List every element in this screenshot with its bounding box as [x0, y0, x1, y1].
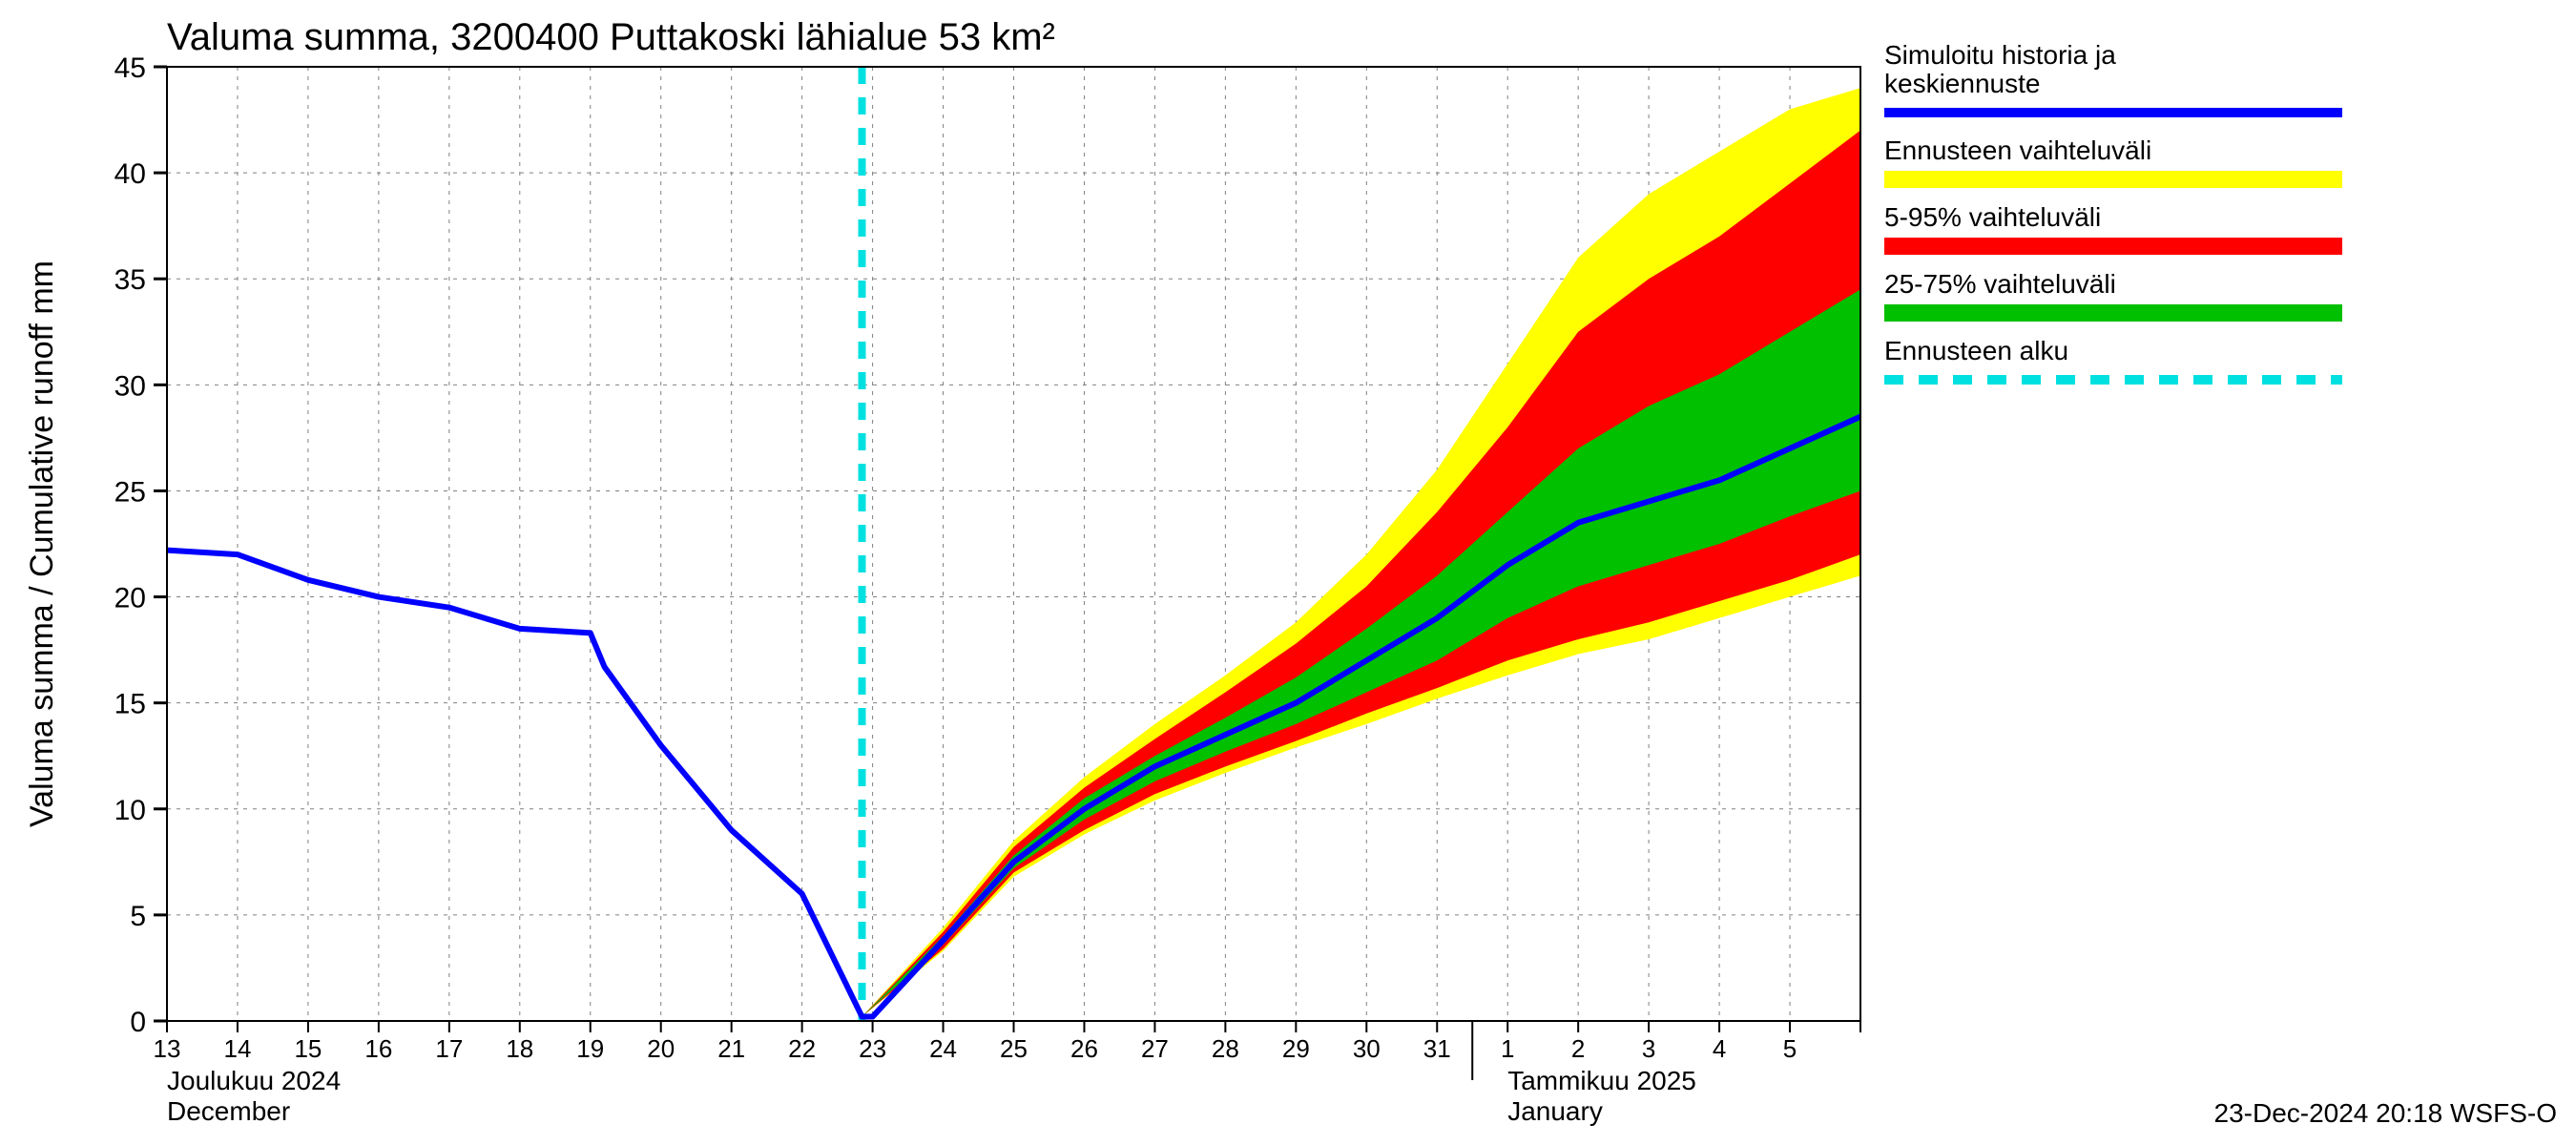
svg-text:5: 5	[1783, 1034, 1797, 1063]
svg-text:0: 0	[130, 1007, 146, 1038]
svg-text:13: 13	[154, 1034, 181, 1063]
runoff-chart: 0510152025303540451314151617181920212223…	[0, 0, 2576, 1145]
svg-text:16: 16	[364, 1034, 392, 1063]
svg-text:15: 15	[114, 689, 146, 720]
svg-text:5: 5	[130, 901, 146, 932]
footer-timestamp: 23-Dec-2024 20:18 WSFS-O	[2214, 1098, 2558, 1128]
legend-label: 25-75% vaihteluväli	[1884, 269, 2116, 299]
svg-text:21: 21	[717, 1034, 745, 1063]
svg-text:15: 15	[294, 1034, 322, 1063]
chart-container: 0510152025303540451314151617181920212223…	[0, 0, 2576, 1145]
svg-text:40: 40	[114, 158, 146, 190]
svg-text:35: 35	[114, 264, 146, 296]
legend-swatch	[1884, 171, 2342, 188]
svg-text:17: 17	[435, 1034, 463, 1063]
svg-text:December: December	[167, 1096, 290, 1126]
svg-text:24: 24	[929, 1034, 957, 1063]
svg-text:31: 31	[1423, 1034, 1451, 1063]
svg-text:29: 29	[1282, 1034, 1310, 1063]
chart-title: Valuma summa, 3200400 Puttakoski lähialu…	[167, 16, 1055, 58]
legend-label: 5-95% vaihteluväli	[1884, 202, 2101, 232]
svg-text:18: 18	[506, 1034, 533, 1063]
svg-text:20: 20	[647, 1034, 675, 1063]
y-axis-label: Valuma summa / Cumulative runoff mm	[24, 260, 60, 827]
svg-text:45: 45	[114, 52, 146, 84]
svg-text:3: 3	[1642, 1034, 1655, 1063]
legend-label: keskiennuste	[1884, 69, 2040, 98]
svg-text:25: 25	[1000, 1034, 1028, 1063]
svg-text:25: 25	[114, 476, 146, 508]
svg-text:30: 30	[114, 370, 146, 402]
svg-text:23: 23	[859, 1034, 886, 1063]
svg-text:19: 19	[576, 1034, 604, 1063]
svg-text:January: January	[1507, 1096, 1603, 1126]
svg-text:14: 14	[223, 1034, 251, 1063]
svg-text:4: 4	[1713, 1034, 1726, 1063]
svg-text:26: 26	[1070, 1034, 1098, 1063]
svg-text:Joulukuu 2024: Joulukuu 2024	[167, 1066, 341, 1095]
legend-label: Ennusteen vaihteluväli	[1884, 135, 2151, 165]
legend-label: Ennusteen alku	[1884, 336, 2068, 365]
legend-swatch	[1884, 304, 2342, 322]
svg-text:28: 28	[1212, 1034, 1239, 1063]
svg-text:1: 1	[1501, 1034, 1514, 1063]
svg-text:20: 20	[114, 583, 146, 614]
svg-text:30: 30	[1353, 1034, 1381, 1063]
svg-text:Tammikuu 2025: Tammikuu 2025	[1507, 1066, 1696, 1095]
svg-text:10: 10	[114, 795, 146, 826]
svg-text:27: 27	[1141, 1034, 1169, 1063]
legend-label: Simuloitu historia ja	[1884, 40, 2116, 70]
legend-swatch	[1884, 238, 2342, 255]
svg-text:22: 22	[788, 1034, 816, 1063]
svg-text:2: 2	[1571, 1034, 1585, 1063]
